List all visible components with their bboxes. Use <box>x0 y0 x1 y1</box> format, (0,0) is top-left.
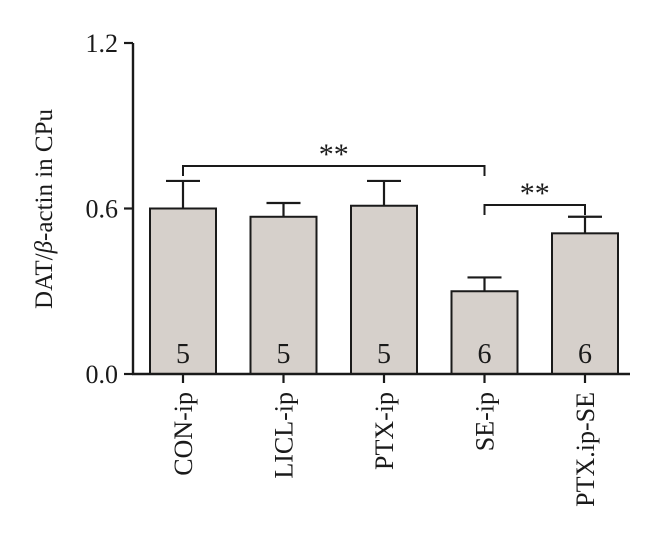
y-axis-label-greek: β <box>31 240 58 254</box>
significance-bracket <box>483 204 586 215</box>
x-tick-label: LICL-ip <box>270 392 299 479</box>
plot-area: 5 5 5 6 6 0.0 0.6 1.2 CON-ip LICL-ip PTX-ip SE-ip PT… <box>86 29 630 507</box>
bar-n-label: 5 <box>277 339 291 370</box>
x-tick-label: SE-ip <box>471 392 500 451</box>
y-tick-label: 1.2 <box>86 29 119 58</box>
x-tick-label: PTX.ip-SE <box>571 392 600 507</box>
y-tick-label: 0.6 <box>86 195 119 224</box>
significance-label: ** <box>520 177 550 210</box>
bar-n-label: 6 <box>578 339 592 370</box>
y-axis-label-prefix: DAT/ <box>31 253 58 309</box>
y-axis-label: DAT/β-actin in CPu <box>31 109 58 309</box>
x-tick-label: CON-ip <box>169 392 198 476</box>
significance-bracket <box>182 165 486 176</box>
y-axis-label-suffix: -actin in CPu <box>31 109 58 241</box>
x-tick-label: PTX-ip <box>370 392 399 470</box>
bar <box>249 215 318 375</box>
bar <box>450 290 519 375</box>
bar-n-label: 5 <box>377 339 391 370</box>
bar-n-label: 5 <box>176 339 190 370</box>
significance-label: ** <box>319 138 349 171</box>
bar <box>551 232 619 375</box>
y-tick-label: 0.0 <box>86 360 119 389</box>
bar-n-label: 6 <box>478 339 492 370</box>
bar <box>149 207 217 375</box>
